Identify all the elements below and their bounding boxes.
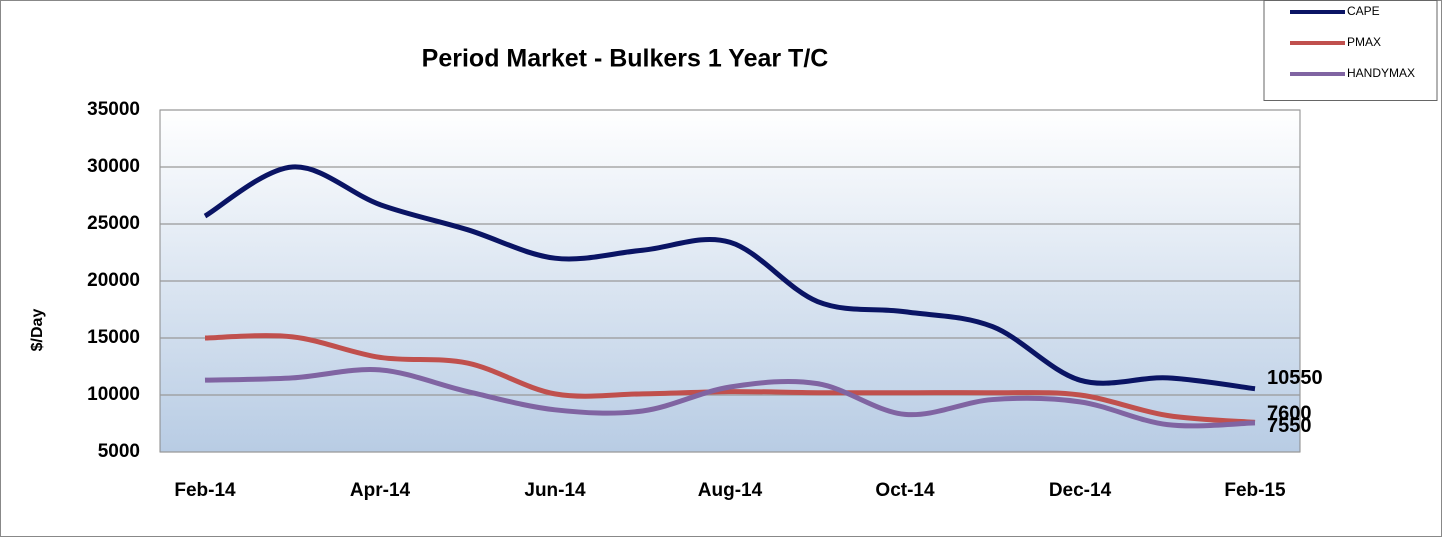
y-tick-label: 15000 [87,327,140,348]
y-tick-label: 5000 [98,441,140,462]
legend-label: HANDYMAX [1347,66,1415,80]
x-tick-label: Feb-15 [1224,480,1286,501]
data-label: 10550 [1267,367,1323,389]
x-tick-label: Oct-14 [875,480,935,501]
data-label: 7550 [1267,415,1312,437]
chart-title: Period Market - Bulkers 1 Year T/C [422,45,829,73]
y-tick-label: 30000 [87,156,140,177]
legend-label: CAPE [1347,4,1380,18]
x-tick-label: Jun-14 [524,480,586,501]
line-series [204,333,1256,425]
data-label: 7600 [1267,403,1312,425]
y-axis-label: $/Day [29,309,46,352]
line-series [203,164,1256,392]
y-tick-label: 20000 [87,270,140,291]
line-series [204,367,1256,429]
y-tick-label: 25000 [87,213,140,234]
x-tick-label: Dec-14 [1049,480,1112,501]
x-tick-label: Aug-14 [698,480,763,501]
legend-label: PMAX [1347,35,1381,49]
x-tick-label: Feb-14 [174,480,236,501]
legend [1263,0,1438,101]
y-tick-label: 10000 [87,384,140,405]
x-tick-label: Apr-14 [350,480,411,501]
y-tick-label: 35000 [87,99,140,120]
